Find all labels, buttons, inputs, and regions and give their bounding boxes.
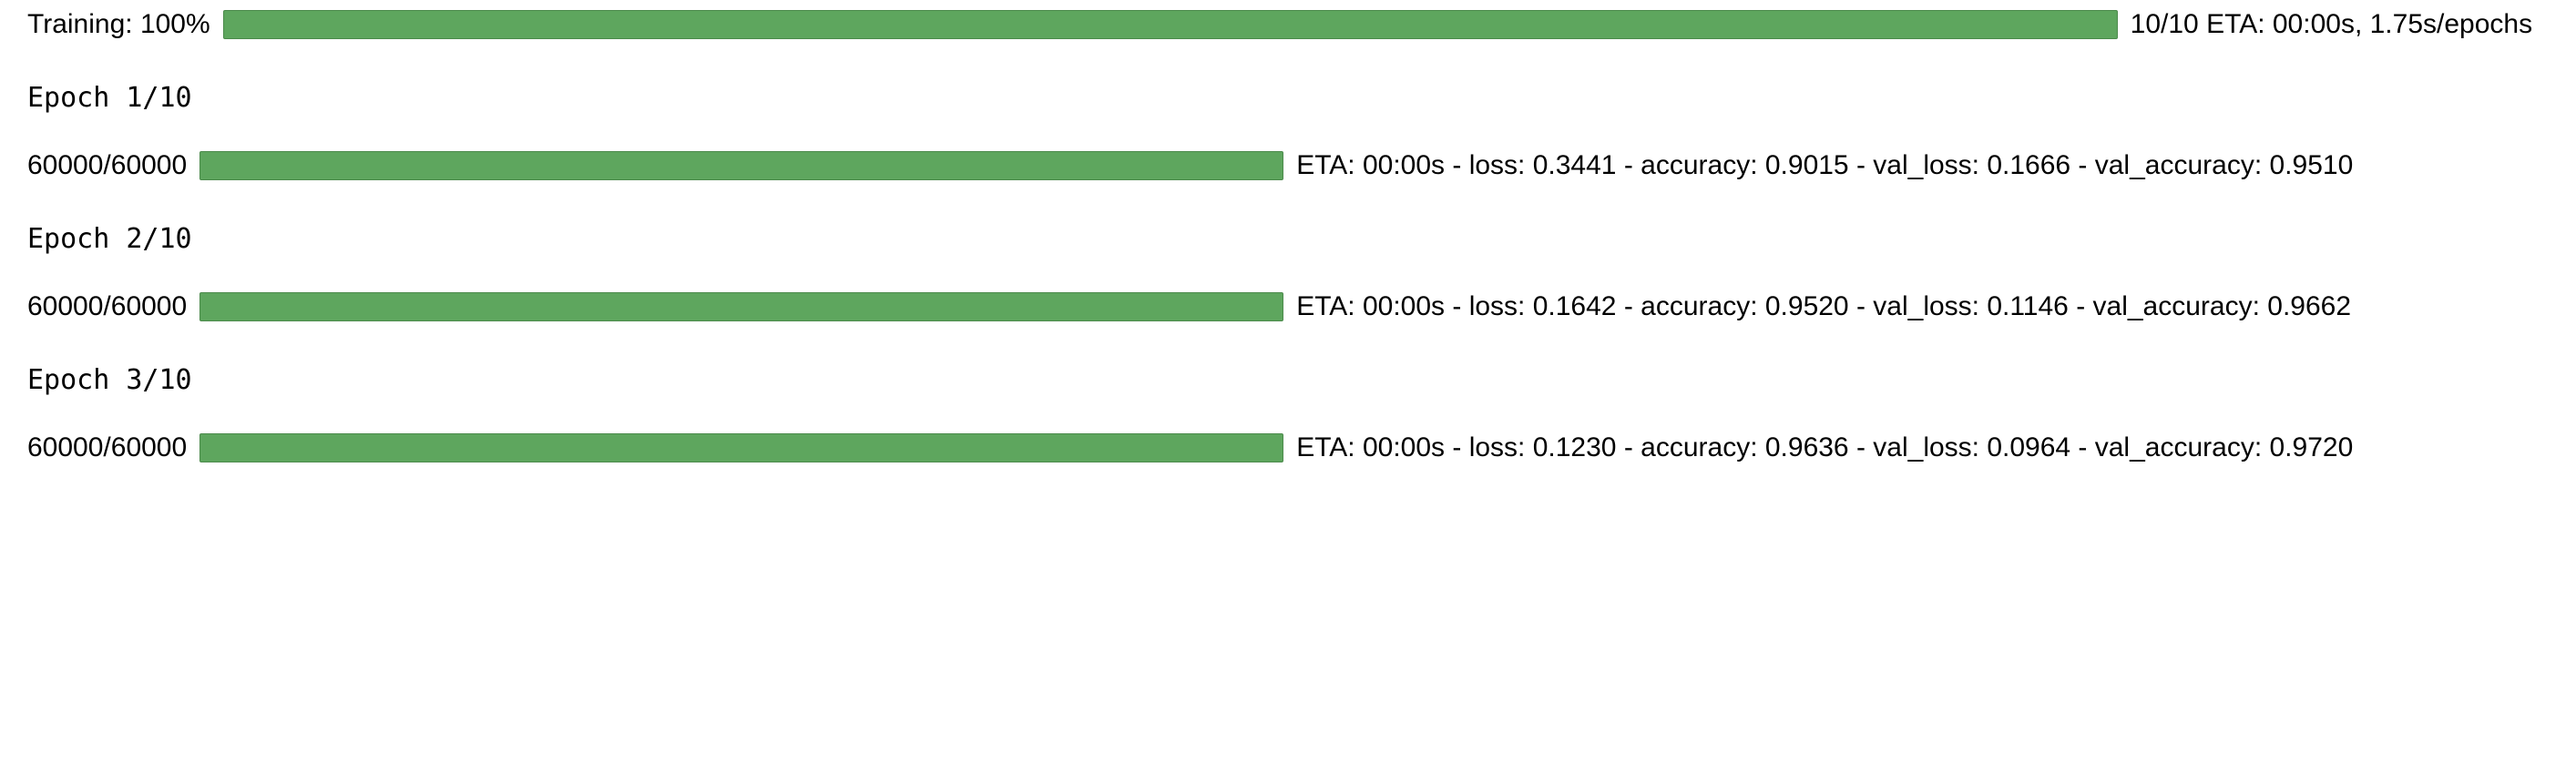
epoch-header: Epoch 1/10 [27,82,2549,114]
epoch-metrics: ETA: 00:00s - loss: 0.3441 - accuracy: 0… [1296,150,2353,181]
epoch-metrics: ETA: 00:00s - loss: 0.1230 - accuracy: 0… [1296,432,2353,463]
epoch-progress-bar [199,151,1283,180]
epoch-bar-container [199,433,1283,462]
training-label: Training: 100% [27,9,210,40]
epoch-progress-bar [199,292,1283,321]
epoch-progress-bar [199,433,1283,462]
training-bar-container [223,10,2118,39]
epoch-row: 60000/60000 ETA: 00:00s - loss: 0.1230 -… [27,432,2549,463]
epoch-count: 60000/60000 [27,432,187,463]
epoch-row: 60000/60000 ETA: 00:00s - loss: 0.3441 -… [27,150,2549,181]
epoch-bar-container [199,292,1283,321]
epoch-header: Epoch 3/10 [27,364,2549,396]
training-progress-bar [223,10,2118,39]
epoch-count: 60000/60000 [27,150,187,181]
epoch-header: Epoch 2/10 [27,223,2549,255]
epoch-row: 60000/60000 ETA: 00:00s - loss: 0.1642 -… [27,291,2549,322]
epoch-metrics: ETA: 00:00s - loss: 0.1642 - accuracy: 0… [1296,291,2351,322]
training-progress-row: Training: 100% 10/10 ETA: 00:00s, 1.75s/… [27,9,2549,40]
epoch-bar-container [199,151,1283,180]
training-right-text: 10/10 ETA: 00:00s, 1.75s/epochs [2131,9,2532,40]
epoch-count: 60000/60000 [27,291,187,322]
